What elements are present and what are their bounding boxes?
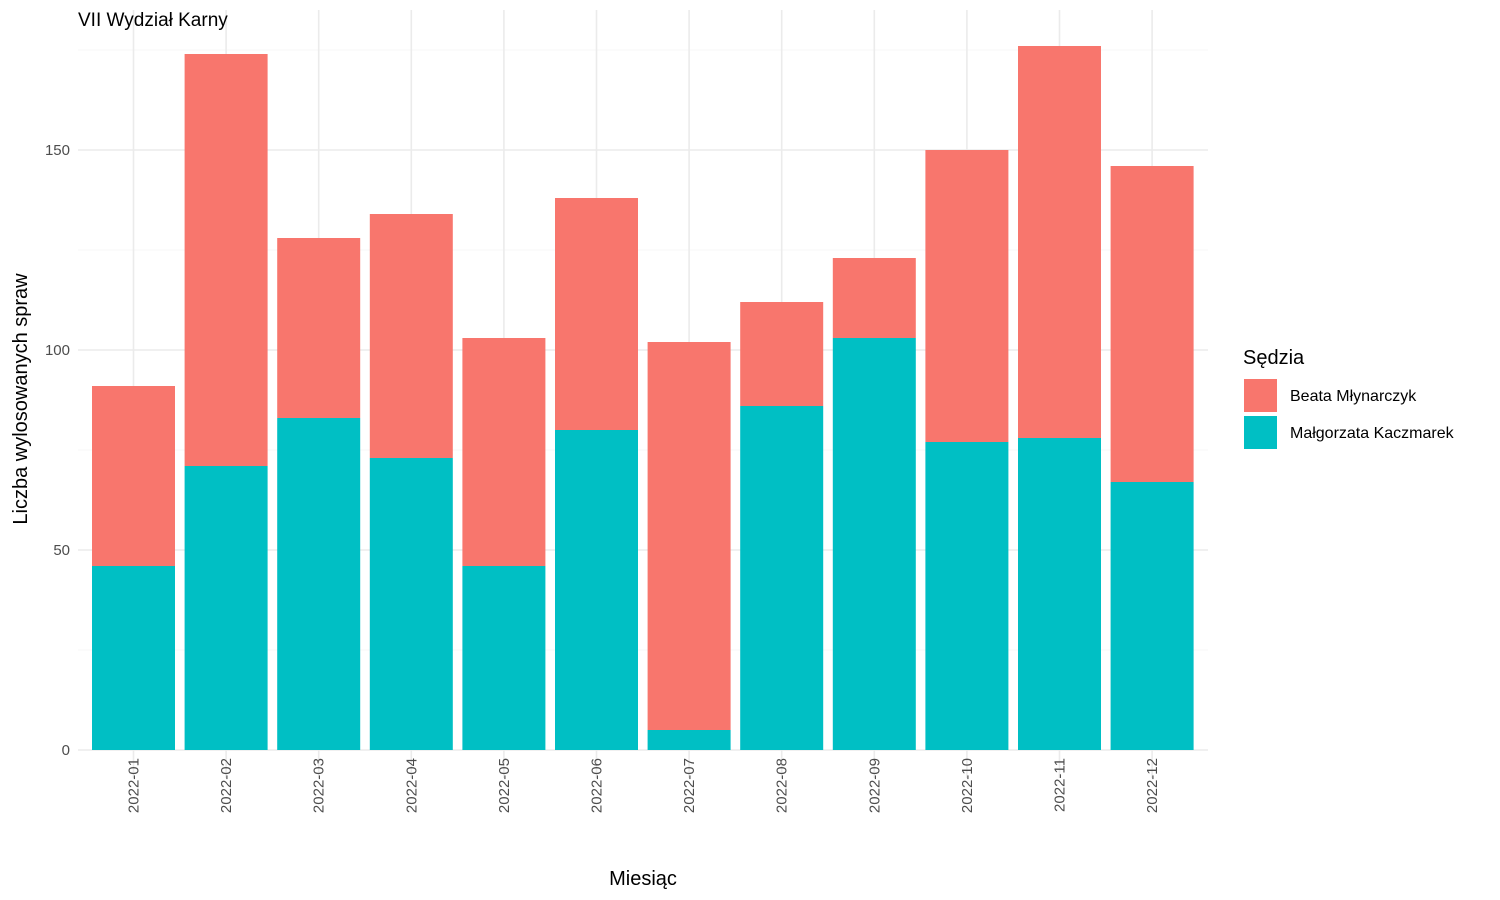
- bar-segment: [740, 302, 824, 406]
- y-tick-label: 100: [45, 342, 70, 359]
- x-tick-label: 2022-10: [959, 758, 976, 813]
- y-tick-label: 150: [45, 142, 70, 159]
- y-axis-ticks: 0 50 100 150: [45, 142, 70, 759]
- legend: Sędzia Beata Młynarczyk Małgorzata Kaczma…: [1243, 347, 1455, 449]
- x-tick-label: 2022-12: [1144, 758, 1161, 813]
- y-tick-label: 0: [62, 742, 70, 759]
- bar-segment: [555, 198, 638, 430]
- bar-segment: [369, 458, 453, 750]
- legend-items: Beata Młynarczyk Małgorzata Kaczmarek: [1244, 379, 1455, 449]
- legend-label: Beata Młynarczyk: [1290, 388, 1417, 405]
- bar-segment: [184, 54, 268, 466]
- x-axis-ticks: 2022-01 2022-02 2022-03 2022-04 2022-05 2022-…: [126, 758, 1162, 813]
- x-tick-label: 2022-02: [218, 758, 235, 813]
- x-tick-label: 2022-09: [866, 758, 883, 813]
- bar-segment: [1018, 46, 1101, 438]
- bar-segment: [369, 214, 453, 458]
- y-axis-title: Liczba wylosowanych spraw: [10, 273, 32, 525]
- bar-segment: [647, 342, 731, 730]
- bar-segment: [832, 258, 916, 338]
- legend-swatch: [1244, 416, 1277, 449]
- x-axis-title: Miesiąc: [609, 868, 677, 890]
- legend-title: Sędzia: [1243, 347, 1305, 369]
- x-tick-label: 2022-01: [126, 758, 143, 813]
- legend-label: Małgorzata Kaczmarek: [1290, 425, 1455, 442]
- bar-segment: [92, 386, 175, 566]
- x-tick-label: 2022-05: [496, 758, 513, 813]
- bar-segment: [277, 418, 361, 750]
- bars: [92, 46, 1194, 750]
- x-tick-label: 2022-06: [589, 758, 606, 813]
- x-tick-label: 2022-11: [1052, 758, 1069, 812]
- x-tick-label: 2022-04: [403, 758, 420, 813]
- bar-segment: [555, 430, 638, 750]
- bar-segment: [1110, 482, 1194, 750]
- bar-segment: [925, 150, 1009, 442]
- chart-title: VII Wydział Karny: [78, 10, 228, 31]
- bar-segment: [462, 566, 546, 750]
- bar-segment: [92, 566, 175, 750]
- bar-segment: [647, 730, 731, 750]
- x-tick-label: 2022-08: [774, 758, 791, 813]
- bar-segment: [1018, 438, 1101, 750]
- x-tick-label: 2022-03: [311, 758, 328, 813]
- legend-swatch: [1244, 379, 1277, 412]
- bar-segment: [277, 238, 361, 418]
- y-tick-label: 50: [53, 542, 70, 559]
- bar-segment: [832, 338, 916, 750]
- bar-segment: [1110, 166, 1194, 482]
- x-tick-label: 2022-07: [681, 758, 698, 813]
- bar-segment: [462, 338, 546, 566]
- bar-segment: [740, 406, 824, 750]
- bar-segment: [925, 442, 1009, 750]
- bar-segment: [184, 466, 268, 750]
